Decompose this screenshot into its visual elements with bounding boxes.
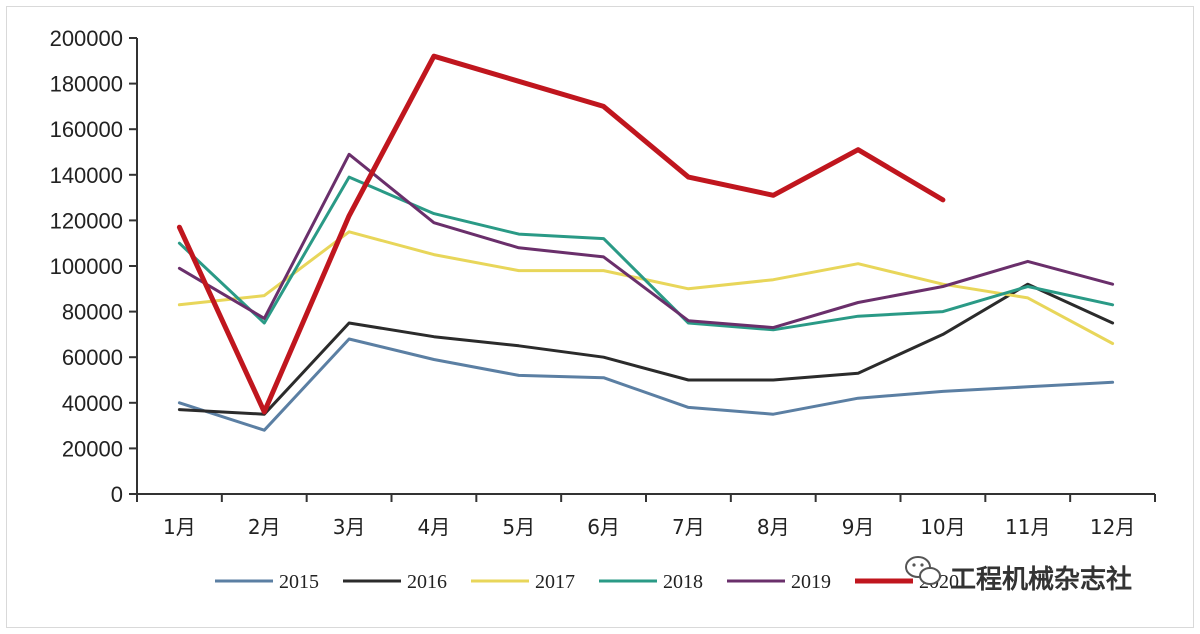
x-tick-label: 12月 — [1090, 515, 1135, 539]
watermark: 工程机械杂志社 — [905, 556, 1132, 595]
x-tick-label: 3月 — [333, 515, 366, 539]
y-tick-label: 60000 — [62, 345, 123, 370]
y-tick-label: 140000 — [50, 163, 123, 188]
y-tick-label: 200000 — [50, 26, 123, 51]
y-tick-label: 0 — [111, 482, 123, 507]
series-line-2015 — [177, 337, 1115, 432]
legend-label-2018: 2018 — [663, 571, 703, 593]
x-tick-label: 5月 — [502, 515, 535, 539]
legend-label-2019: 2019 — [791, 571, 831, 593]
x-tick-label: 11月 — [1005, 515, 1050, 539]
wechat-icon — [905, 556, 941, 585]
x-tick-label: 7月 — [672, 515, 705, 539]
x-tick-label: 8月 — [757, 515, 790, 539]
x-tick-label: 4月 — [418, 515, 451, 539]
legend: 2015 2016 2017 2018 2019 2020 — [215, 571, 959, 593]
y-tick-label: 180000 — [50, 72, 123, 97]
axes: 0 20000 40000 60000 80000 100000 120000 140000 1… — [50, 26, 1156, 539]
series-line-2016 — [177, 282, 1115, 416]
legend-label-2017: 2017 — [535, 571, 575, 593]
y-tick-label: 80000 — [62, 300, 123, 325]
series-line-2020 — [176, 53, 946, 415]
legend-label-2016: 2016 — [407, 571, 447, 593]
y-tick-label: 100000 — [50, 254, 123, 279]
x-tick-label: 10月 — [920, 515, 965, 539]
x-tick-label: 1月 — [163, 515, 196, 539]
y-tick-label: 120000 — [50, 208, 123, 233]
y-tick-label: 160000 — [50, 117, 123, 142]
legend-label-2015: 2015 — [279, 571, 319, 593]
series-line-2018 — [177, 175, 1115, 332]
watermark-text: 工程机械杂志社 — [950, 564, 1132, 595]
y-tick-label: 20000 — [62, 436, 123, 461]
series-lines — [176, 53, 1115, 432]
y-tick-label: 40000 — [62, 391, 123, 416]
x-tick-label: 9月 — [842, 515, 875, 539]
chart-frame — [6, 6, 1194, 628]
series-line-2019 — [177, 152, 1115, 330]
x-tick-label: 2月 — [248, 515, 281, 539]
x-tick-label: 6月 — [587, 515, 620, 539]
